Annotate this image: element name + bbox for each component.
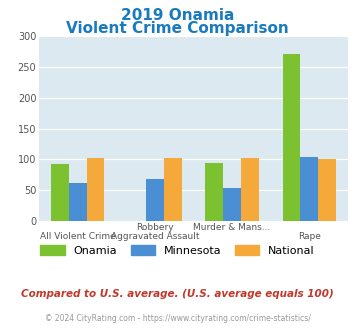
Text: Aggravated Assault: Aggravated Assault [111, 232, 199, 241]
Text: Violent Crime Comparison: Violent Crime Comparison [66, 21, 289, 36]
Bar [241, 158, 259, 221]
Bar [51, 164, 69, 221]
Bar [146, 179, 164, 221]
Bar [223, 188, 241, 221]
Text: Rape: Rape [298, 232, 321, 241]
Text: Robbery: Robbery [136, 223, 174, 232]
Text: © 2024 CityRating.com - https://www.cityrating.com/crime-statistics/: © 2024 CityRating.com - https://www.city… [45, 314, 310, 323]
Bar [318, 159, 336, 221]
Bar [164, 158, 181, 221]
Bar [300, 157, 318, 221]
Text: All Violent Crime: All Violent Crime [40, 232, 115, 241]
Text: 2019 Onamia: 2019 Onamia [121, 8, 234, 23]
Legend: Onamia, Minnesota, National: Onamia, Minnesota, National [36, 240, 319, 260]
Bar [69, 183, 87, 221]
Bar [283, 53, 300, 221]
Bar [87, 158, 104, 221]
Text: Compared to U.S. average. (U.S. average equals 100): Compared to U.S. average. (U.S. average … [21, 289, 334, 299]
Bar [206, 163, 223, 221]
Text: Murder & Mans...: Murder & Mans... [193, 223, 271, 232]
